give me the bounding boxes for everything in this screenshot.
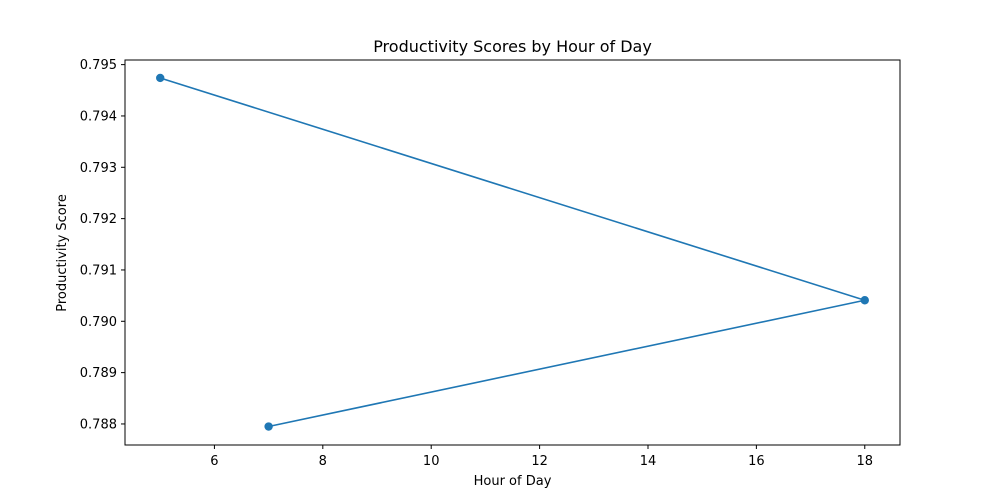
y-tick-label: 0.795 (80, 58, 117, 73)
data-point (264, 422, 273, 431)
chart-title: Productivity Scores by Hour of Day (373, 37, 652, 56)
y-tick-label: 0.794 (80, 109, 117, 124)
x-tick-label: 6 (210, 454, 218, 469)
x-tick-label: 16 (748, 454, 765, 469)
y-tick-label: 0.789 (80, 366, 117, 381)
y-tick-label: 0.788 (80, 417, 117, 432)
x-tick-label: 12 (531, 454, 548, 469)
y-tick-label: 0.791 (80, 263, 117, 278)
plot-area: 6 8 10 12 14 16 18 0.788 0.789 0.790 0.791 0.792 0.7… (80, 58, 901, 469)
y-tick-label: 0.790 (80, 315, 117, 330)
data-point (156, 73, 165, 83)
x-tick-label: 10 (423, 454, 440, 469)
x-axis-title: Hour of Day (474, 474, 552, 489)
y-tick-label: 0.792 (80, 212, 117, 227)
y-axis-title: Productivity Score (55, 194, 70, 312)
x-tick-label: 18 (856, 454, 873, 469)
y-tick-label: 0.793 (80, 161, 117, 176)
data-point (860, 296, 869, 305)
plot-frame (124, 59, 901, 446)
x-tick-label: 8 (319, 454, 327, 469)
x-tick-label: 14 (640, 454, 657, 469)
